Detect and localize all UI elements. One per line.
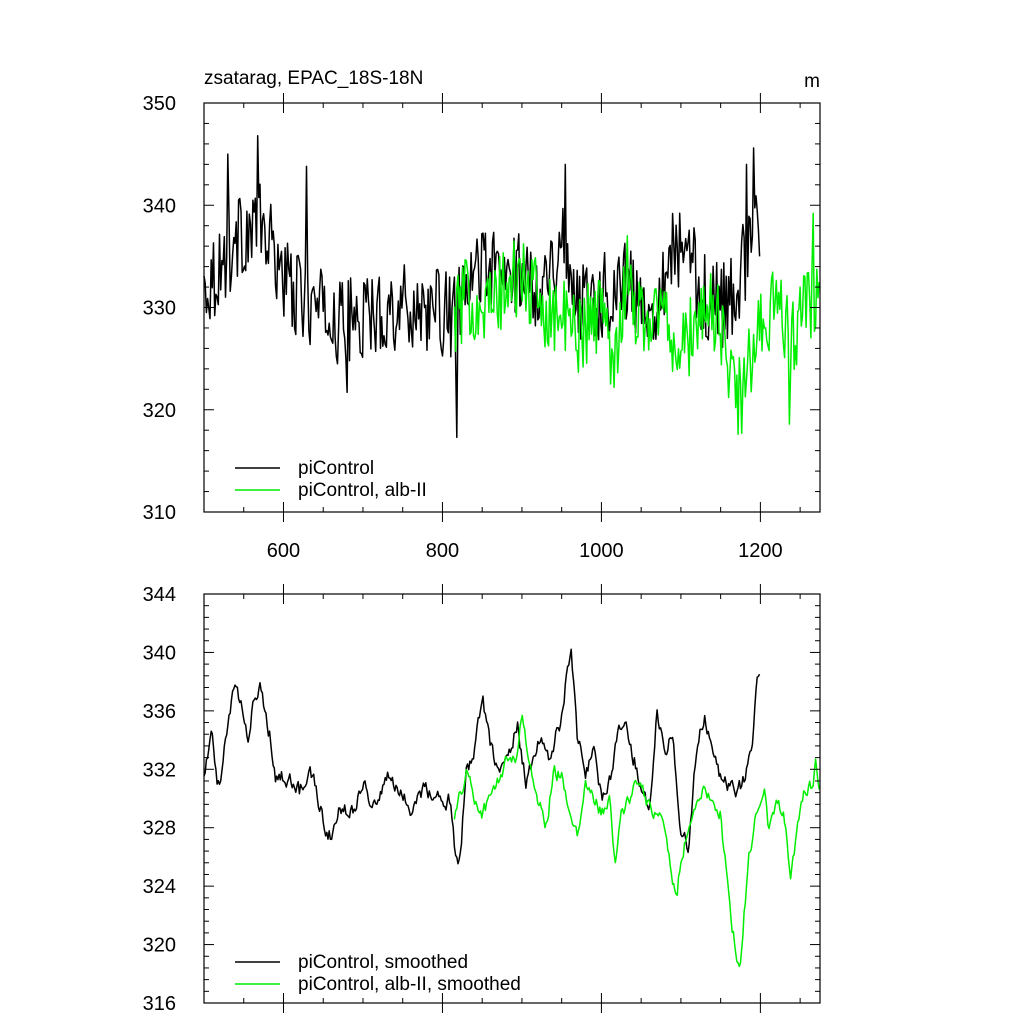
legend-label: piControl, alb-II [298,480,427,501]
y-tick-label: 350 [143,93,176,115]
bottom-panel-ticks: 316 320 324 328 332 336 340 344 [143,584,820,1015]
y-tick-label: 316 [143,993,176,1015]
y-tick-label: 324 [143,876,176,898]
y-tick-label: 320 [143,400,176,422]
bottom-panel-frame [203,593,821,1004]
y-tick-label: 344 [143,584,176,606]
y-tick-label: 336 [143,701,176,723]
top-panel: zsatarag, EPAC_18S-18N m 310 320 330 340 350… [143,68,821,562]
top-panel-units: m [804,71,820,92]
y-tick-label: 340 [143,195,176,217]
x-tick-label: 1200 [738,540,783,562]
y-tick-label: 320 [143,935,176,957]
top-panel-title: zsatarag, EPAC_18S-18N [204,68,423,89]
y-tick-label: 340 [143,642,176,664]
y-tick-label: 310 [143,502,176,524]
legend-label: piControl [298,458,374,479]
y-tick-label: 330 [143,298,176,320]
legend-label: piControl, alb-II, smoothed [298,974,521,995]
y-tick-label: 328 [143,818,176,840]
top-panel-plot-area [203,134,820,439]
series-line-picontrol [203,134,761,439]
legend-label: piControl, smoothed [298,952,468,973]
top-panel-ticks: 310 320 330 340 350 600 800 1000 1200 [143,93,820,562]
series-line-picontrol-alb-ii-smoothed [453,714,820,968]
bottom-panel-plot-area [203,648,820,968]
x-tick-label: 600 [267,540,300,562]
y-tick-label: 332 [143,759,176,781]
bottom-panel: 316 320 324 328 332 336 340 344 piControl, smoo… [143,584,821,1015]
x-tick-label: 1000 [579,540,624,562]
series-line-picontrol-alb-ii [453,212,820,436]
series-line-picontrol-smoothed [203,648,761,865]
x-tick-label: 800 [426,540,459,562]
